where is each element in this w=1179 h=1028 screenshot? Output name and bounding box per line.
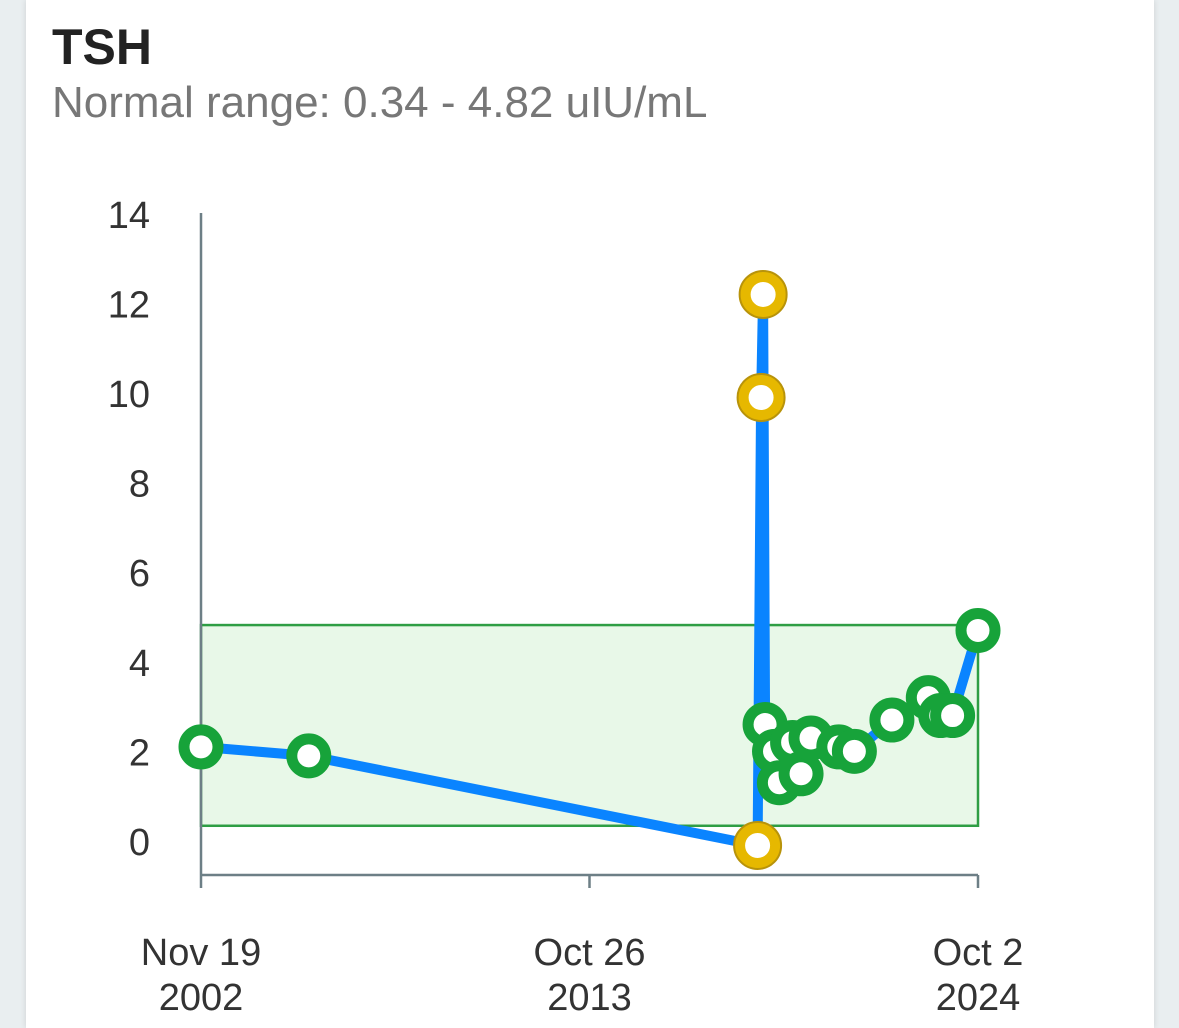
normal-data-point[interactable] xyxy=(778,751,824,797)
abnormal-data-point[interactable] xyxy=(734,821,782,869)
abnormal-data-point[interactable] xyxy=(737,373,785,421)
normal-data-point[interactable] xyxy=(930,693,976,739)
tsh-card: TSH Normal range: 0.34 - 4.82 uIU/mL xyxy=(26,0,1154,1028)
y-tick-label: 12 xyxy=(108,284,150,326)
normal-data-point[interactable] xyxy=(831,728,877,774)
normal-data-point[interactable] xyxy=(869,697,915,743)
normal-data-point[interactable] xyxy=(955,607,1001,653)
y-tick-label: 4 xyxy=(129,643,150,685)
abnormal-data-point-border xyxy=(733,820,783,870)
x-tick-label: Oct 2 2024 xyxy=(933,932,1024,1019)
y-tick-label: 0 xyxy=(129,822,150,864)
y-tick-label: 8 xyxy=(129,464,150,506)
y-tick-label: 2 xyxy=(129,732,150,774)
normal-data-point[interactable] xyxy=(178,724,224,770)
y-tick-label: 10 xyxy=(108,374,150,416)
abnormal-data-point-border xyxy=(736,372,786,422)
normal-range-band xyxy=(199,623,980,828)
y-tick-label: 14 xyxy=(108,195,150,237)
y-tick-label: 6 xyxy=(129,553,150,595)
x-tick-label: Nov 19 2002 xyxy=(141,932,261,1019)
x-tick-label: Oct 26 2013 xyxy=(534,932,646,1019)
chart-title: TSH xyxy=(52,19,152,75)
normal-data-point[interactable] xyxy=(286,733,332,779)
normal-range-subtitle: Normal range: 0.34 - 4.82 uIU/mL xyxy=(52,78,708,127)
abnormal-data-point-border xyxy=(738,269,788,319)
abnormal-data-point[interactable] xyxy=(739,270,787,318)
